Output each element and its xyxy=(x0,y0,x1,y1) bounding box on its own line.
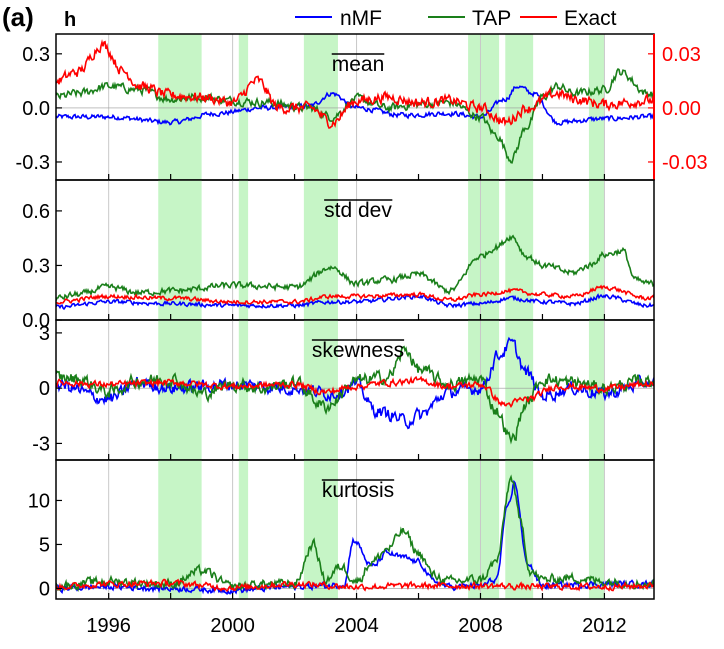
series-line-exact xyxy=(56,284,654,306)
legend: nMF TAP Exact xyxy=(295,7,617,30)
recession-shade xyxy=(238,460,249,599)
legend-label-nmf: nMF xyxy=(340,7,382,30)
series-line-tap xyxy=(56,345,654,445)
panel-title-skewness: skewness xyxy=(312,339,404,362)
series-line-nmf xyxy=(56,85,654,126)
y-tick-label: 0.0 xyxy=(22,98,50,120)
y-tick-label: 3 xyxy=(39,323,50,345)
y-tick-label: 0.0 xyxy=(22,310,50,332)
y-tick-label: -3 xyxy=(32,433,50,455)
series-line-nmf xyxy=(56,292,654,311)
panel-mean: -0.3 0.0 0.3 -0.03 0.00 0.03 mean xyxy=(16,33,708,181)
y-tick-label: 0 xyxy=(39,578,50,600)
y-tick-label: 5 xyxy=(39,534,50,556)
y-tick-label: -0.3 xyxy=(16,152,50,174)
series-line-tap xyxy=(56,68,654,164)
series-line-tap xyxy=(56,474,654,593)
variable-label: h xyxy=(64,9,76,31)
x-tick-label: 2004 xyxy=(334,615,379,637)
recession-shade xyxy=(588,460,605,599)
legend-label-exact: Exact xyxy=(564,7,617,30)
panel-title-std-dev: std dev xyxy=(324,199,392,222)
panel-title-mean: mean xyxy=(332,53,385,76)
recession-shade xyxy=(505,320,534,460)
panel-kurtosis: 0 5 10 kurtosis xyxy=(28,459,655,600)
panel-label: (a) xyxy=(2,2,34,32)
plot-frame xyxy=(55,459,655,600)
panel-title-kurtosis: kurtosis xyxy=(322,479,394,502)
recession-shade xyxy=(505,460,534,599)
series-line-exact xyxy=(56,578,654,593)
x-tick-label: 2008 xyxy=(458,615,503,637)
right-y-tick-label: -0.03 xyxy=(662,152,708,174)
series-line-exact xyxy=(56,39,654,129)
y-tick-label: 0 xyxy=(39,378,50,400)
recession-shade xyxy=(158,460,202,599)
panel-std-dev: 0.0 0.3 0.6 std dev xyxy=(22,179,655,332)
recession-shade xyxy=(158,34,202,180)
x-tick-label: 2012 xyxy=(582,615,627,637)
x-tick-label: 2000 xyxy=(210,615,255,637)
right-y-tick-label: 0.00 xyxy=(662,98,701,120)
legend-label-tap: TAP xyxy=(472,7,511,30)
panel-skewness: -3 0 3 skewness xyxy=(32,319,655,461)
y-tick-label: 0.6 xyxy=(22,201,50,223)
recession-shade xyxy=(238,180,249,320)
y-tick-label: 0.3 xyxy=(22,255,50,277)
recession-shade xyxy=(238,320,249,460)
right-y-tick-label: 0.03 xyxy=(662,44,701,66)
x-tick-label: 1996 xyxy=(86,615,131,637)
chart-panels: -0.3 0.0 0.3 -0.03 0.00 0.03 mean 0.0 0.3 0.6 std … xyxy=(16,33,708,637)
series-line-tap xyxy=(56,234,654,301)
y-tick-label: 10 xyxy=(28,490,50,512)
series-line-exact xyxy=(56,375,654,408)
recession-shade xyxy=(588,180,605,320)
y-tick-label: 0.3 xyxy=(22,44,50,66)
